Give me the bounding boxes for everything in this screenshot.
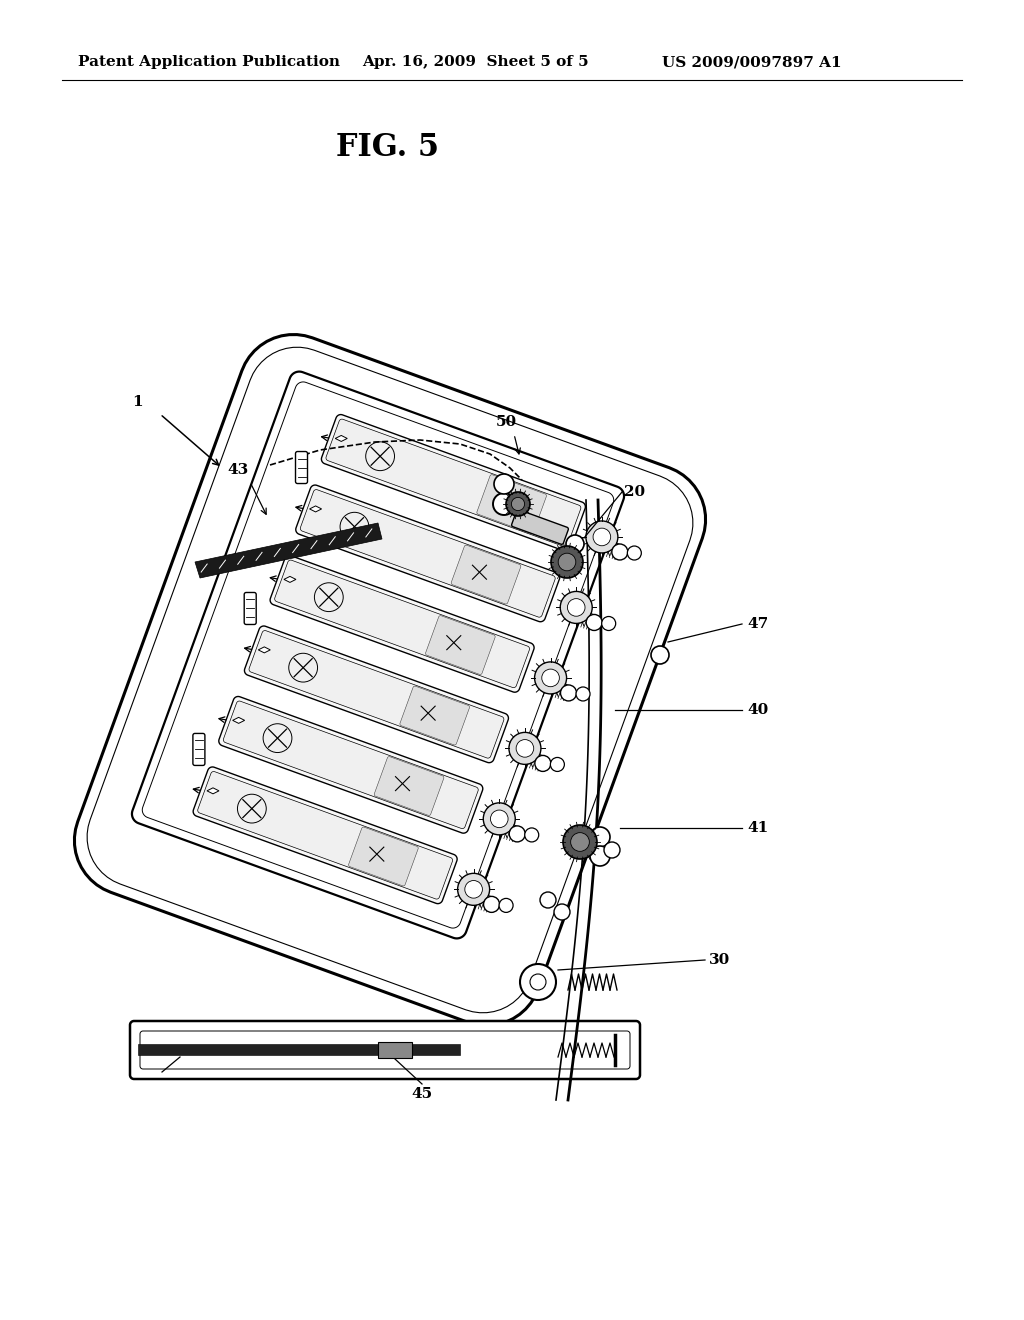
Polygon shape bbox=[249, 631, 504, 758]
Polygon shape bbox=[374, 756, 443, 816]
Circle shape bbox=[554, 904, 570, 920]
Text: 45: 45 bbox=[412, 1086, 432, 1101]
Polygon shape bbox=[284, 577, 296, 582]
Text: 43: 43 bbox=[227, 463, 249, 477]
Polygon shape bbox=[75, 334, 706, 1026]
Circle shape bbox=[570, 833, 590, 851]
Circle shape bbox=[604, 842, 620, 858]
Circle shape bbox=[499, 899, 513, 912]
Circle shape bbox=[494, 474, 514, 494]
Circle shape bbox=[483, 896, 500, 912]
Polygon shape bbox=[309, 506, 322, 512]
Circle shape bbox=[483, 803, 515, 834]
Text: 20: 20 bbox=[625, 484, 645, 499]
Polygon shape bbox=[258, 647, 270, 653]
Circle shape bbox=[458, 874, 489, 906]
Polygon shape bbox=[232, 717, 245, 723]
Polygon shape bbox=[477, 475, 547, 533]
Circle shape bbox=[593, 528, 610, 545]
Circle shape bbox=[551, 546, 583, 578]
Circle shape bbox=[628, 546, 641, 560]
Circle shape bbox=[506, 492, 530, 516]
Polygon shape bbox=[452, 545, 521, 605]
Polygon shape bbox=[400, 686, 470, 744]
Polygon shape bbox=[322, 414, 586, 552]
Text: 47: 47 bbox=[748, 616, 769, 631]
Circle shape bbox=[577, 686, 590, 701]
Circle shape bbox=[590, 828, 610, 847]
Polygon shape bbox=[219, 697, 482, 833]
Polygon shape bbox=[223, 701, 478, 829]
Circle shape bbox=[602, 616, 615, 631]
Circle shape bbox=[511, 498, 524, 511]
Circle shape bbox=[550, 758, 564, 771]
Circle shape bbox=[530, 974, 546, 990]
Polygon shape bbox=[335, 436, 347, 441]
Polygon shape bbox=[245, 626, 509, 763]
Polygon shape bbox=[326, 420, 581, 546]
Polygon shape bbox=[198, 771, 453, 899]
Circle shape bbox=[509, 733, 541, 764]
Circle shape bbox=[493, 492, 515, 515]
Polygon shape bbox=[195, 523, 382, 578]
Text: 1: 1 bbox=[133, 395, 143, 409]
Circle shape bbox=[540, 892, 556, 908]
Circle shape bbox=[560, 685, 577, 701]
Text: 30: 30 bbox=[710, 953, 731, 968]
Polygon shape bbox=[348, 828, 418, 886]
Text: Apr. 16, 2009  Sheet 5 of 5: Apr. 16, 2009 Sheet 5 of 5 bbox=[362, 55, 589, 69]
Polygon shape bbox=[193, 734, 205, 766]
Text: Patent Application Publication: Patent Application Publication bbox=[78, 55, 340, 69]
Polygon shape bbox=[274, 560, 529, 688]
Circle shape bbox=[490, 810, 508, 828]
Circle shape bbox=[535, 755, 551, 771]
Circle shape bbox=[516, 739, 534, 758]
Polygon shape bbox=[296, 484, 560, 622]
Circle shape bbox=[590, 846, 610, 866]
Circle shape bbox=[567, 599, 585, 616]
Polygon shape bbox=[378, 1041, 412, 1059]
Circle shape bbox=[611, 544, 628, 560]
Circle shape bbox=[542, 669, 559, 686]
Polygon shape bbox=[194, 767, 457, 904]
Polygon shape bbox=[300, 490, 555, 618]
Circle shape bbox=[558, 553, 575, 570]
Text: 40: 40 bbox=[748, 704, 769, 717]
Text: 50: 50 bbox=[496, 414, 516, 429]
Polygon shape bbox=[270, 556, 535, 692]
Polygon shape bbox=[138, 1044, 460, 1055]
Circle shape bbox=[465, 880, 482, 898]
Circle shape bbox=[566, 535, 584, 553]
Text: 41: 41 bbox=[748, 821, 769, 836]
Polygon shape bbox=[207, 788, 219, 793]
Circle shape bbox=[520, 964, 556, 1001]
Circle shape bbox=[586, 521, 617, 553]
Circle shape bbox=[535, 661, 566, 694]
Circle shape bbox=[509, 826, 525, 842]
Circle shape bbox=[524, 828, 539, 842]
Polygon shape bbox=[296, 451, 307, 483]
Circle shape bbox=[651, 645, 669, 664]
Text: 31: 31 bbox=[139, 1065, 161, 1078]
Polygon shape bbox=[426, 615, 496, 675]
Text: US 2009/0097897 A1: US 2009/0097897 A1 bbox=[662, 55, 842, 69]
Polygon shape bbox=[512, 510, 568, 544]
Circle shape bbox=[563, 825, 597, 859]
Text: FIG. 5: FIG. 5 bbox=[337, 132, 439, 164]
Polygon shape bbox=[130, 1020, 640, 1078]
Polygon shape bbox=[244, 593, 256, 624]
Circle shape bbox=[560, 591, 592, 623]
Circle shape bbox=[586, 615, 602, 631]
